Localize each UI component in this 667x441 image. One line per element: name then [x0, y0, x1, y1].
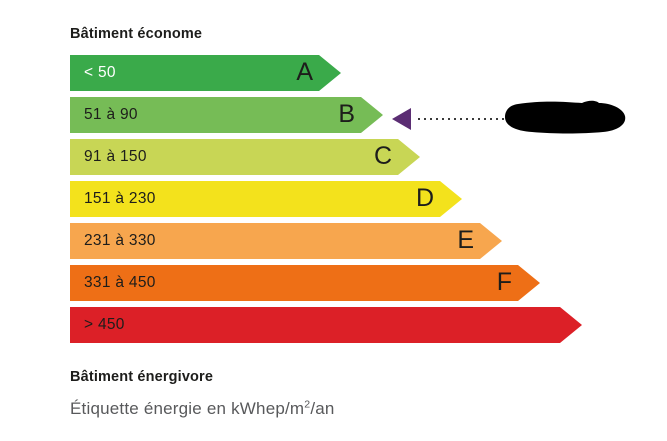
energy-band-a[interactable]: < 50 A	[70, 55, 341, 91]
band-letter-a: A	[296, 58, 313, 86]
caption-unit-suffix: /an	[310, 399, 335, 418]
band-range-a: < 50	[84, 64, 116, 81]
energy-band-f[interactable]: 331 à 450 F	[70, 265, 540, 301]
energy-band-g[interactable]: > 450	[70, 307, 582, 343]
band-shape-f	[70, 265, 540, 301]
energy-band-b[interactable]: 51 à 90 B	[70, 97, 383, 133]
caption-unit: Étiquette énergie en kWhep/m2/an	[70, 399, 335, 419]
band-letter-b: B	[338, 100, 355, 128]
redaction-blob	[504, 99, 626, 134]
band-range-e: 231 à 330	[84, 232, 156, 249]
redaction-shape-icon	[505, 100, 626, 134]
band-letter-f: F	[496, 268, 512, 296]
band-shape-e	[70, 223, 502, 259]
band-shape-c	[70, 139, 420, 175]
band-range-d: 151 à 230	[84, 190, 156, 207]
band-shape-b	[70, 97, 383, 133]
energy-band-d[interactable]: 151 à 230 D	[70, 181, 462, 217]
band-range-f: 331 à 450	[84, 274, 156, 291]
caption-energy-hungry: Bâtiment énergivore	[70, 369, 214, 385]
energy-band-c[interactable]: 91 à 150 C	[70, 139, 420, 175]
band-range-b: 51 à 90	[84, 106, 138, 123]
caption-unit-prefix: Étiquette énergie en kWhep/m	[70, 399, 305, 418]
leader-line	[418, 118, 506, 120]
band-shape-d	[70, 181, 462, 217]
band-shape-g	[70, 307, 582, 343]
band-range-g: > 450	[84, 316, 125, 333]
band-letter-d: D	[415, 184, 434, 212]
band-letter-c: C	[373, 142, 392, 170]
band-letter-e: E	[457, 226, 474, 254]
band-shape-a	[70, 55, 341, 91]
selection-arrow-icon	[392, 108, 411, 130]
caption-unit-exponent: 2	[304, 398, 311, 411]
band-range-c: 91 à 150	[84, 148, 147, 165]
caption-economical: Bâtiment économe	[70, 26, 203, 42]
energy-band-e[interactable]: 231 à 330 E	[70, 223, 502, 259]
